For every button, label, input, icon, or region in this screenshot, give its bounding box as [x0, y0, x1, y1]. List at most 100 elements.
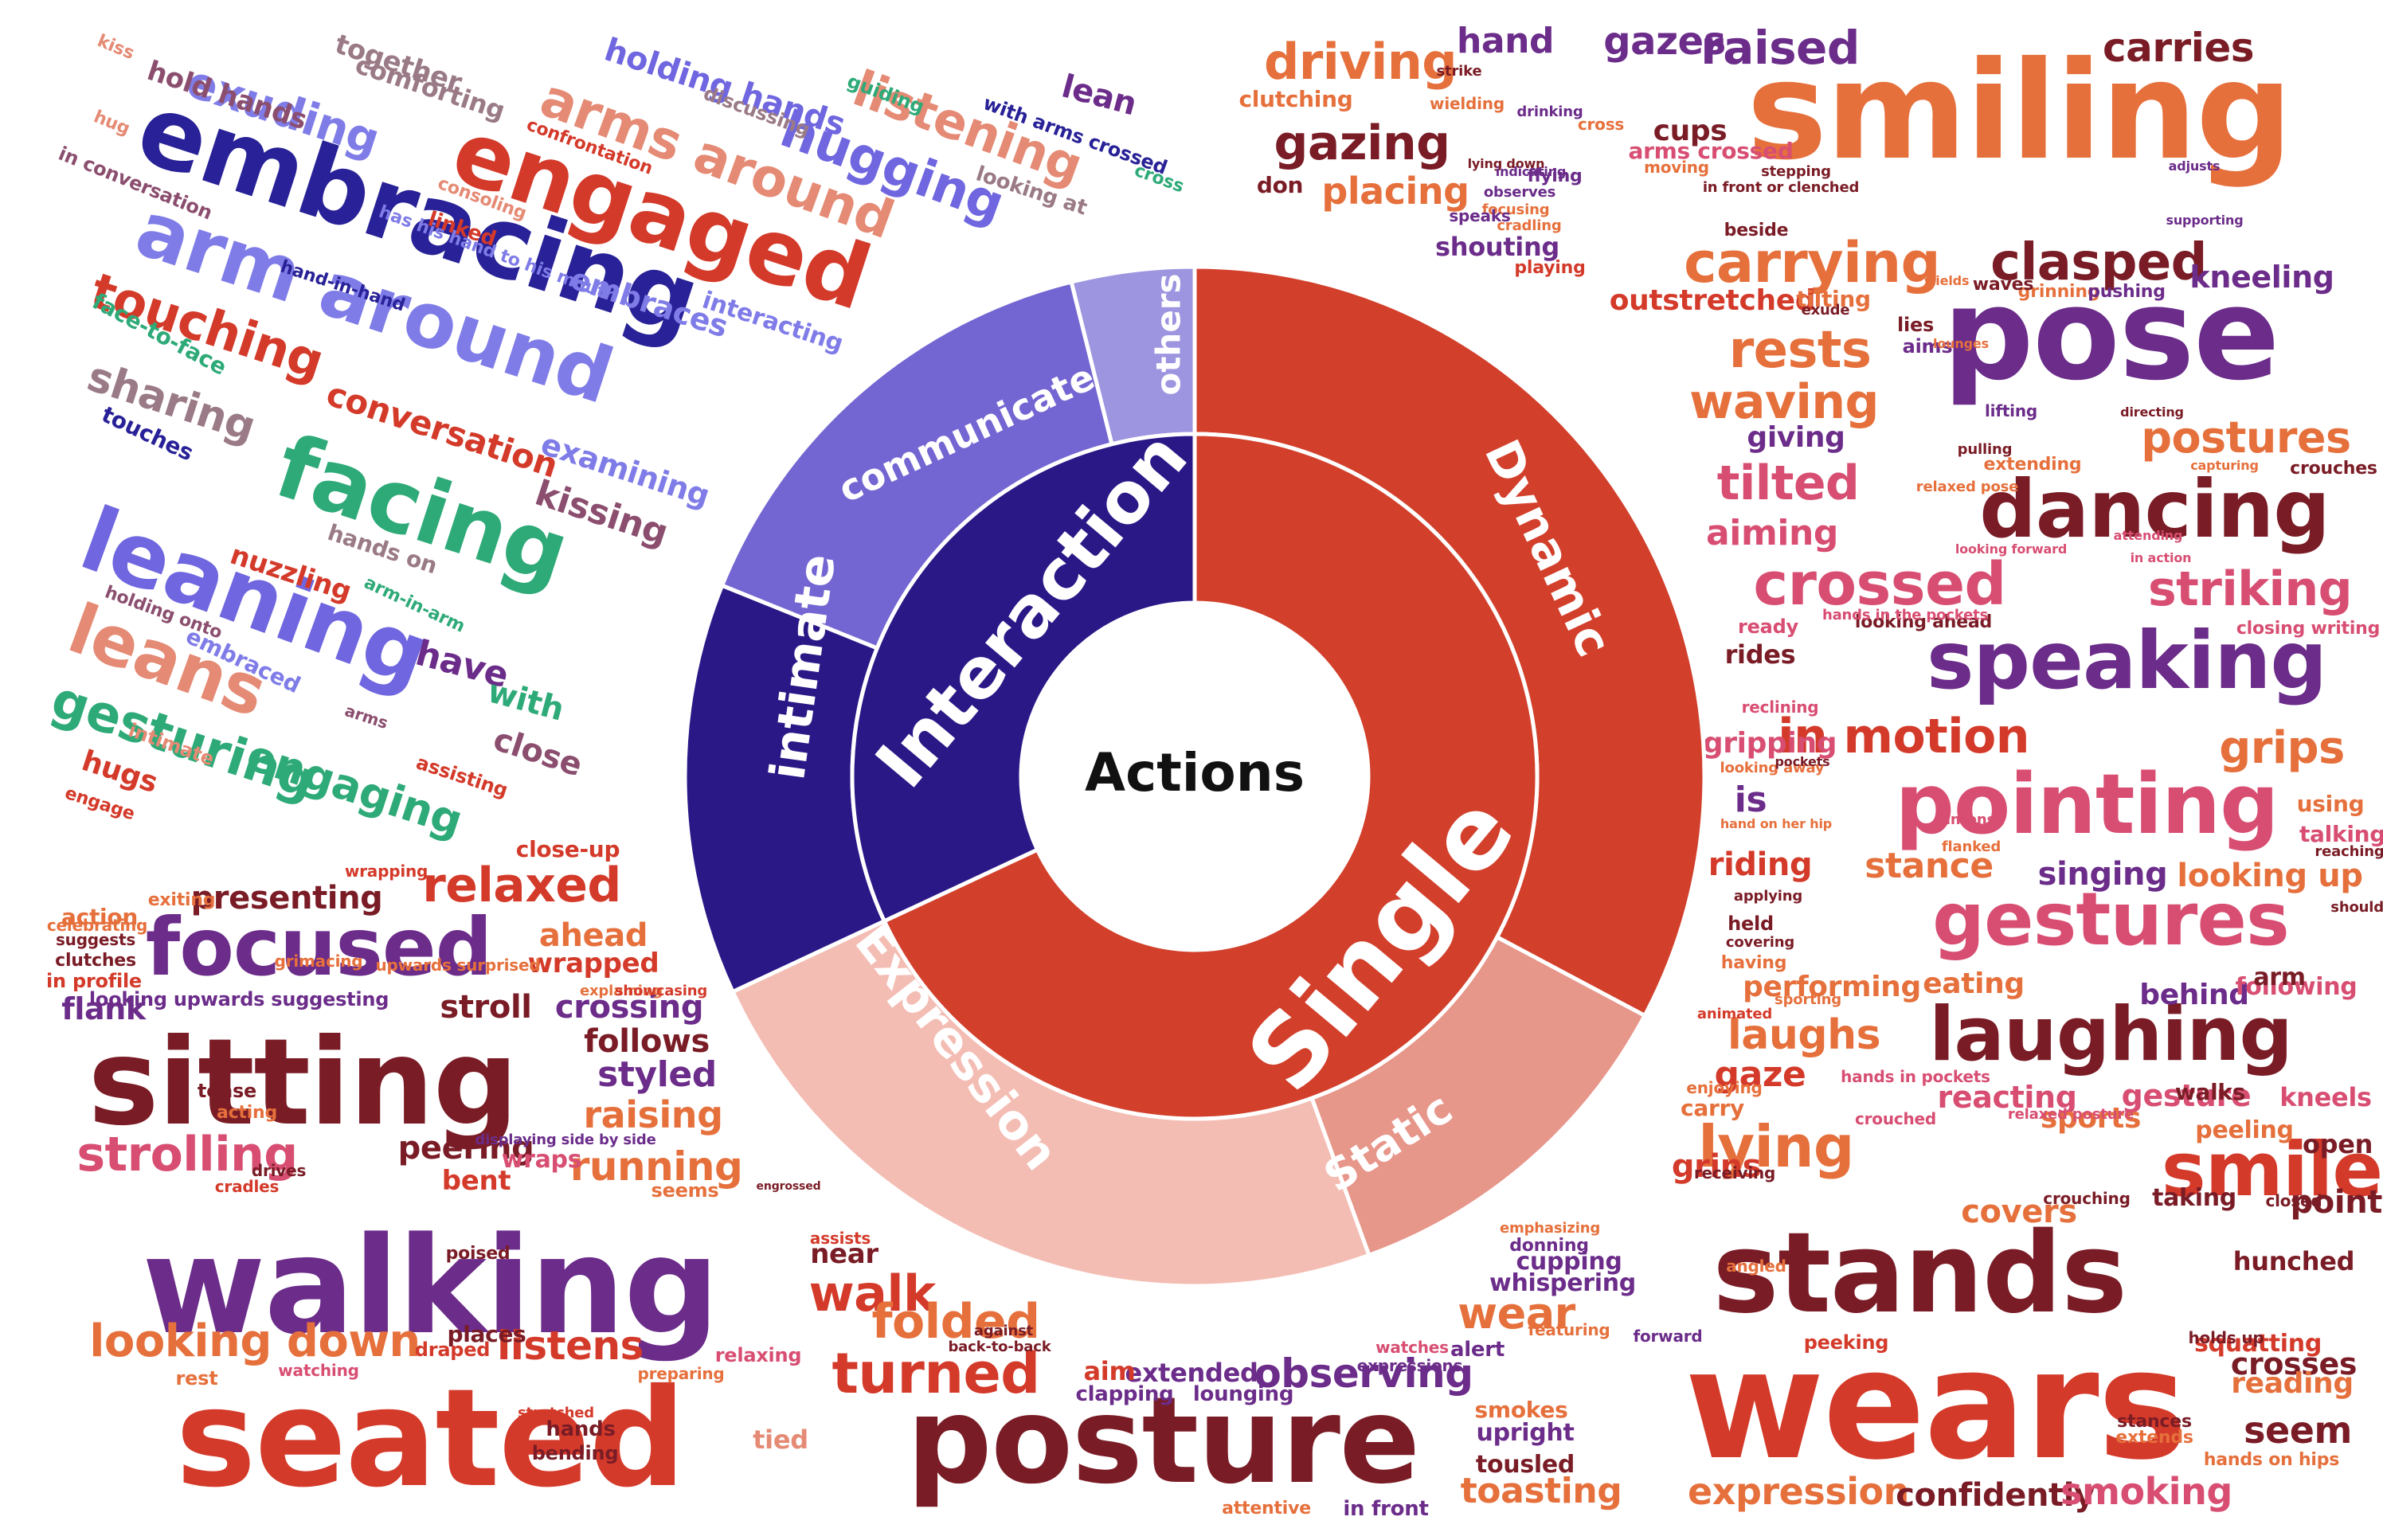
cloud-word-seated: seated: [175, 1360, 686, 1518]
cloud-word-carrying: carrying: [1684, 230, 1940, 295]
cloud-word-walk: walk: [808, 1264, 936, 1323]
cloud-word-engrossed: engrossed: [756, 1180, 821, 1193]
cloud-word-aiming: aiming: [1706, 513, 1838, 553]
cloud-word-smiling: smiling: [1747, 33, 2293, 190]
cloud-word-preparing: preparing: [637, 1364, 725, 1383]
cloud-word-driving: driving: [1263, 33, 1458, 91]
cloud-word-laughing: laughing: [1929, 991, 2293, 1078]
cloud-word-stances: stances: [2117, 1412, 2192, 1432]
cloud-word-hands-in-the-pockets: hands in the pockets: [1821, 607, 1989, 623]
cloud-word-strike: strike: [1436, 63, 1482, 80]
cloud-word-aim: aim: [1083, 1356, 1136, 1386]
cloud-word-raised: raised: [1700, 21, 1860, 75]
cloud-word-observes: observes: [1483, 184, 1556, 201]
cloud-word-stroll: stroll: [440, 989, 532, 1026]
cloud-word-reaching: reaching: [2315, 843, 2383, 860]
cloud-word-shouting: shouting: [1435, 232, 1559, 262]
cloud-word-extended: extended: [1125, 1358, 1258, 1388]
cloud-word-featuring: featuring: [1528, 1320, 1610, 1339]
cloud-word-watches: watches: [1375, 1338, 1449, 1357]
cloud-word-moving: moving: [1644, 158, 1709, 177]
cloud-word-pointing: pointing: [1895, 756, 2279, 853]
cloud-word-following: following: [2235, 973, 2358, 1001]
cloud-word-hands: hands: [546, 1417, 616, 1441]
cloud-word-closed: closed: [2265, 1191, 2322, 1210]
cloud-word-flank: flank: [61, 991, 146, 1026]
cloud-word-kneels: kneels: [2279, 1082, 2372, 1112]
cloud-word-postures: postures: [2141, 412, 2351, 463]
sunburst-outer-label-others: others: [1149, 273, 1188, 395]
cloud-word-relaxed-pose: relaxed pose: [1915, 479, 2019, 495]
cloud-word-gazes: gazes: [1603, 19, 1726, 64]
cloud-word-kneeling: kneeling: [2189, 260, 2334, 295]
cloud-word-gripping: gripping: [1702, 727, 1837, 760]
cloud-word-covers: covers: [1961, 1194, 2077, 1230]
cloud-word-looking-forward: looking forward: [1955, 541, 2068, 557]
cloud-word-in-action: in action: [2130, 550, 2192, 565]
cloud-word-directing: directing: [2120, 405, 2184, 420]
cloud-word-crossing: crossing: [554, 989, 704, 1026]
cloud-word-peering: peering: [397, 1130, 534, 1167]
cloud-word-upright: upright: [1476, 1419, 1575, 1447]
cloud-word-taking: taking: [2152, 1184, 2236, 1212]
cloud-word-open: open: [2302, 1129, 2373, 1159]
cloud-word-sports: sports: [2040, 1102, 2142, 1135]
cloud-word-speaks: speaks: [1449, 206, 1511, 225]
cloud-word-wields: wields: [1923, 273, 1970, 288]
cloud-word-supporting: supporting: [2166, 213, 2244, 228]
cloud-word-stepping: stepping: [1761, 163, 1831, 180]
cloud-word-angled: angled: [1726, 1257, 1786, 1276]
cloud-word-hands-on-hips: hands on hips: [2203, 1450, 2340, 1470]
cloud-word-looking-ahead: looking ahead: [1854, 612, 1993, 632]
cloud-word-using: using: [2296, 791, 2365, 817]
cloud-word-ahead: ahead: [538, 917, 648, 954]
cloud-word-attentive: attentive: [1222, 1499, 1311, 1519]
cloud-word-ready: ready: [1738, 616, 1798, 638]
cloud-word-playing: playing: [1514, 258, 1586, 278]
cloud-word-tilted: tilted: [1716, 455, 1860, 511]
cloud-word-explaining: explaining: [579, 983, 663, 999]
cloud-word-reacting: reacting: [1937, 1080, 2077, 1115]
cloud-word-wraps: wraps: [501, 1146, 582, 1174]
cloud-word-crouched: crouched: [1854, 1109, 1937, 1128]
cloud-word-looking-upwards-suggesting: looking upwards suggesting: [88, 988, 389, 1010]
cloud-word-gazing: gazing: [1274, 115, 1451, 171]
cloud-word-having: having: [1720, 953, 1787, 973]
cloud-word-cupping: cupping: [1516, 1248, 1622, 1276]
cloud-word-showcasing: showcasing: [614, 983, 708, 999]
cloud-word-walks: walks: [2174, 1079, 2246, 1105]
cloud-word-exude: exude: [1801, 302, 1850, 319]
cloud-word-clapping: clapping: [1075, 1382, 1174, 1406]
cloud-word-alert: alert: [1450, 1338, 1505, 1362]
cloud-word-relaxing: relaxing: [714, 1344, 802, 1366]
cloud-word-reading: reading: [2231, 1367, 2354, 1400]
cloud-word-tense: tense: [197, 1080, 257, 1102]
cloud-word-grips: grips: [2219, 722, 2345, 774]
cloud-word-waves: waves: [1972, 275, 2034, 295]
cloud-word-smokes: smokes: [1474, 1397, 1568, 1423]
cloud-word-running: running: [569, 1143, 743, 1190]
cloud-word-watching: watching: [278, 1361, 359, 1380]
cloud-word-rest: rest: [175, 1367, 218, 1390]
cloud-word-walking: walking: [142, 1208, 719, 1364]
cloud-word-pose: pose: [1943, 260, 2279, 408]
cloud-word-covering: covering: [1725, 934, 1795, 951]
cloud-word-presenting: presenting: [190, 880, 383, 917]
cloud-word-whispering: whispering: [1489, 1269, 1636, 1297]
cloud-word-draped: draped: [414, 1339, 491, 1361]
cloud-word-don: don: [1256, 172, 1304, 198]
cloud-word-gaze: gaze: [1714, 1054, 1806, 1095]
cloud-word-action: action: [61, 904, 138, 930]
cloud-word-clutches: clutches: [55, 951, 136, 971]
cloud-word-gesture: gesture: [2121, 1078, 2252, 1113]
cloud-word-reclining: reclining: [1741, 698, 1819, 717]
cloud-word-gestures: gestures: [1932, 877, 2290, 962]
cloud-word-enjoying: enjoying: [1686, 1078, 1763, 1097]
cloud-word-carry: carry: [1681, 1095, 1744, 1121]
cloud-word-posture: posture: [906, 1372, 1420, 1511]
cloud-word-follows: follows: [584, 1023, 710, 1060]
cloud-word-poised: poised: [445, 1244, 511, 1264]
cloud-word-holds-up: holds up: [2188, 1328, 2264, 1347]
